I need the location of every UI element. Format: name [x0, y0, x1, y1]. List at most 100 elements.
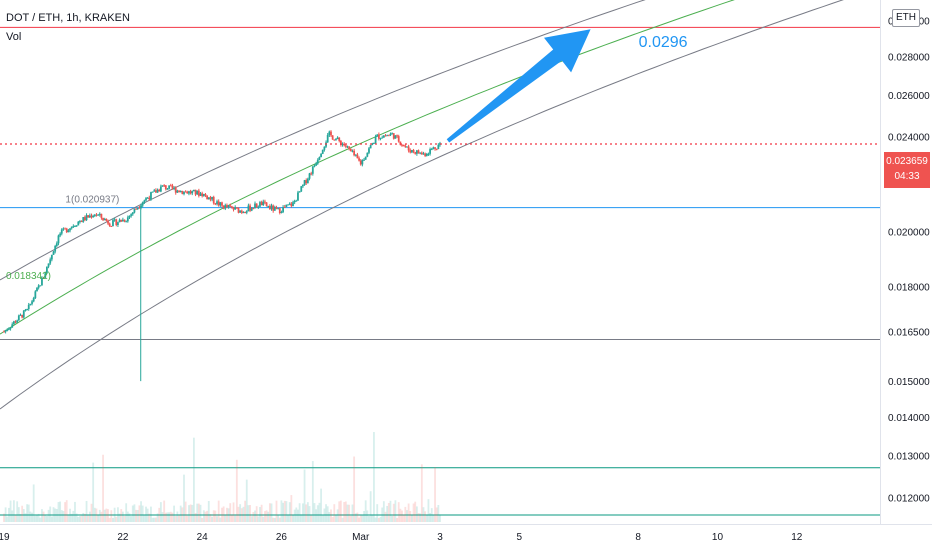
candle-body: [264, 201, 266, 203]
volume-indicator-label[interactable]: Vol: [6, 31, 22, 43]
candle-body: [373, 142, 375, 144]
volume-bar: [113, 507, 116, 522]
volume-bar: [102, 454, 104, 522]
symbol-title[interactable]: DOT / ETH, 1h, KRAKEN: [6, 12, 130, 24]
volume-bar: [145, 506, 147, 522]
volume-bar: [222, 506, 225, 522]
candle-body: [255, 203, 258, 207]
candle-body: [19, 314, 22, 316]
volume-bar: [321, 514, 324, 522]
volume-bar: [293, 509, 296, 522]
volume-bar: [308, 506, 311, 522]
candle-body: [83, 217, 86, 221]
candle-body: [306, 178, 309, 184]
volume-bar: [120, 509, 123, 522]
candle-body: [191, 191, 194, 194]
candle-body: [292, 202, 294, 206]
volume-bar: [204, 511, 207, 522]
volume-bar: [435, 507, 438, 522]
volume-bar: [221, 507, 223, 522]
volume-bar: [306, 502, 309, 522]
volume-bar: [173, 505, 175, 522]
volume-bar: [201, 517, 204, 522]
candle-body: [92, 215, 95, 218]
candle-body: [183, 191, 185, 195]
candle-body: [414, 152, 417, 154]
volume-bar: [57, 502, 60, 522]
volume-bar: [202, 510, 205, 522]
volume-bar: [77, 516, 80, 522]
candle-body: [57, 235, 60, 244]
candle-body: [272, 205, 275, 211]
candle-body: [415, 150, 418, 154]
volume-bar: [32, 484, 35, 522]
candle-body: [351, 150, 354, 152]
volume-bar: [95, 508, 98, 522]
candle-body: [141, 202, 144, 206]
volume-bar: [353, 456, 356, 522]
volume-bar: [16, 501, 19, 522]
volume-bar: [125, 503, 128, 522]
volume-bar: [379, 516, 382, 522]
candle-body: [201, 193, 204, 197]
volume-bar: [178, 514, 180, 522]
candle-body: [163, 185, 166, 187]
candle-body: [138, 207, 141, 209]
candle-body: [168, 185, 171, 189]
volume-bar: [87, 515, 90, 522]
candle-body: [21, 314, 24, 318]
candle-body: [376, 134, 379, 137]
candle-body: [435, 148, 438, 150]
volume-bar: [295, 507, 298, 522]
volume-bar: [126, 511, 129, 522]
candle-body: [305, 180, 308, 184]
volume-bar: [285, 501, 288, 522]
volume-bar: [239, 504, 242, 522]
volume-bar: [130, 516, 133, 522]
candle-body: [171, 185, 174, 189]
volume-bar: [245, 479, 248, 522]
candle-body: [125, 221, 128, 223]
volume-bar: [26, 504, 28, 522]
candle-body: [80, 221, 83, 223]
volume-bar: [290, 495, 293, 522]
candle-body: [97, 214, 100, 216]
currency-badge[interactable]: ETH: [892, 9, 920, 27]
candle-body: [179, 191, 182, 193]
volume-bar: [382, 501, 385, 522]
volume-bar: [166, 512, 169, 522]
candle-body: [247, 205, 250, 212]
candle-body: [16, 320, 19, 323]
volume-bar: [159, 502, 162, 522]
volume-bar: [22, 509, 25, 522]
candle-body: [316, 159, 319, 164]
volume-bar: [282, 502, 284, 522]
candle-body: [430, 149, 433, 151]
volume-bar: [98, 509, 101, 522]
candle-body: [232, 207, 235, 210]
x-tick-label: 8: [635, 532, 641, 543]
target-arrow: [446, 29, 591, 143]
volume-bar: [412, 503, 415, 522]
candle-body: [148, 197, 151, 200]
volume-bar: [183, 474, 185, 522]
volume-bar: [432, 515, 435, 522]
candle-body: [343, 143, 346, 146]
volume-bar: [250, 516, 253, 522]
candle-body: [432, 147, 435, 150]
x-tick-label: Mar: [352, 532, 370, 543]
candle-body: [227, 205, 230, 208]
volume-bar: [244, 500, 247, 522]
candle-body: [429, 149, 431, 154]
volume-bar: [128, 513, 131, 522]
volume-bar: [249, 504, 251, 522]
volume-bar: [278, 517, 281, 522]
candle-body: [69, 228, 71, 231]
candle-body: [158, 189, 161, 192]
volume-bar: [103, 509, 106, 522]
volume-bar: [59, 501, 62, 522]
volume-bar: [270, 503, 273, 522]
candle-body: [188, 191, 190, 194]
